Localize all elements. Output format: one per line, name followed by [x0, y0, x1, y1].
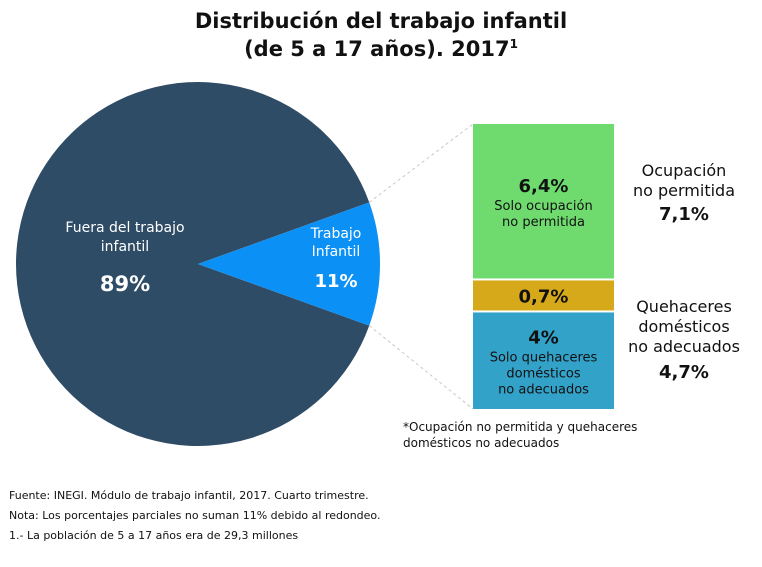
- breakdown-note-line2: domésticos no adecuados: [403, 436, 559, 450]
- breakdown-label-3-line2: domésticos: [506, 367, 580, 382]
- chart-title: Distribución del trabajo infantil: [194, 9, 568, 33]
- total-quehaceres-label-line1: Quehaceres: [636, 297, 732, 316]
- total-ocupacion-value: 7,1%: [659, 204, 709, 225]
- total-quehaceres-label-line2: domésticos: [638, 317, 729, 336]
- breakdown-value-2: 0,7%: [519, 286, 569, 307]
- title-footnote-marker: 1: [509, 37, 518, 51]
- connector-line-bottom: [368, 325, 474, 410]
- footnote-source: Fuente: INEGI. Módulo de trabajo infanti…: [9, 489, 369, 502]
- pie-label-trabajo-line2: Infantil: [312, 244, 361, 260]
- footnote-note: Nota: Los porcentajes parciales no suman…: [9, 509, 381, 522]
- breakdown-segment-3: [473, 312, 614, 409]
- pie-value-fuera: 89%: [100, 272, 150, 296]
- breakdown-label-3-line3: no adecuados: [498, 383, 589, 398]
- breakdown-label-1-line2: no permitida: [502, 215, 585, 230]
- pie-slice-fuera-trabajo-infantil: [15, 82, 370, 447]
- breakdown-value-3: 4%: [528, 328, 559, 349]
- breakdown-value-1: 6,4%: [519, 176, 569, 197]
- total-ocupacion-label-line2: no permitida: [633, 181, 735, 200]
- connector-line-top: [368, 123, 474, 203]
- breakdown-segment-2: [473, 280, 614, 311]
- footnote-population: 1.- La población de 5 a 17 años era de 2…: [9, 529, 299, 542]
- pie-label-fuera-line1: Fuera del trabajo: [65, 220, 184, 236]
- total-quehaceres-value: 4,7%: [659, 362, 709, 383]
- total-ocupacion-label-line1: Ocupación: [642, 161, 727, 180]
- pie-value-trabajo: 11%: [314, 271, 357, 292]
- breakdown-label-1-line1: Solo ocupación: [494, 199, 592, 214]
- breakdown-note-line1: *Ocupación no permitida y quehaceres: [403, 420, 637, 434]
- breakdown-label-3-line1: Solo quehaceres: [490, 351, 598, 366]
- chart-subtitle: (de 5 a 17 años). 20171: [0, 37, 762, 61]
- pie-label-trabajo-line1: Trabajo: [310, 226, 362, 242]
- total-quehaceres-label-line3: no adecuados: [628, 337, 740, 356]
- chart-subtitle-text: (de 5 a 17 años). 2017: [244, 37, 510, 61]
- pie-label-fuera-line2: infantil: [101, 239, 149, 255]
- breakdown-segment-1: [473, 124, 614, 279]
- pie-slice-trabajo-infantil: [198, 202, 380, 326]
